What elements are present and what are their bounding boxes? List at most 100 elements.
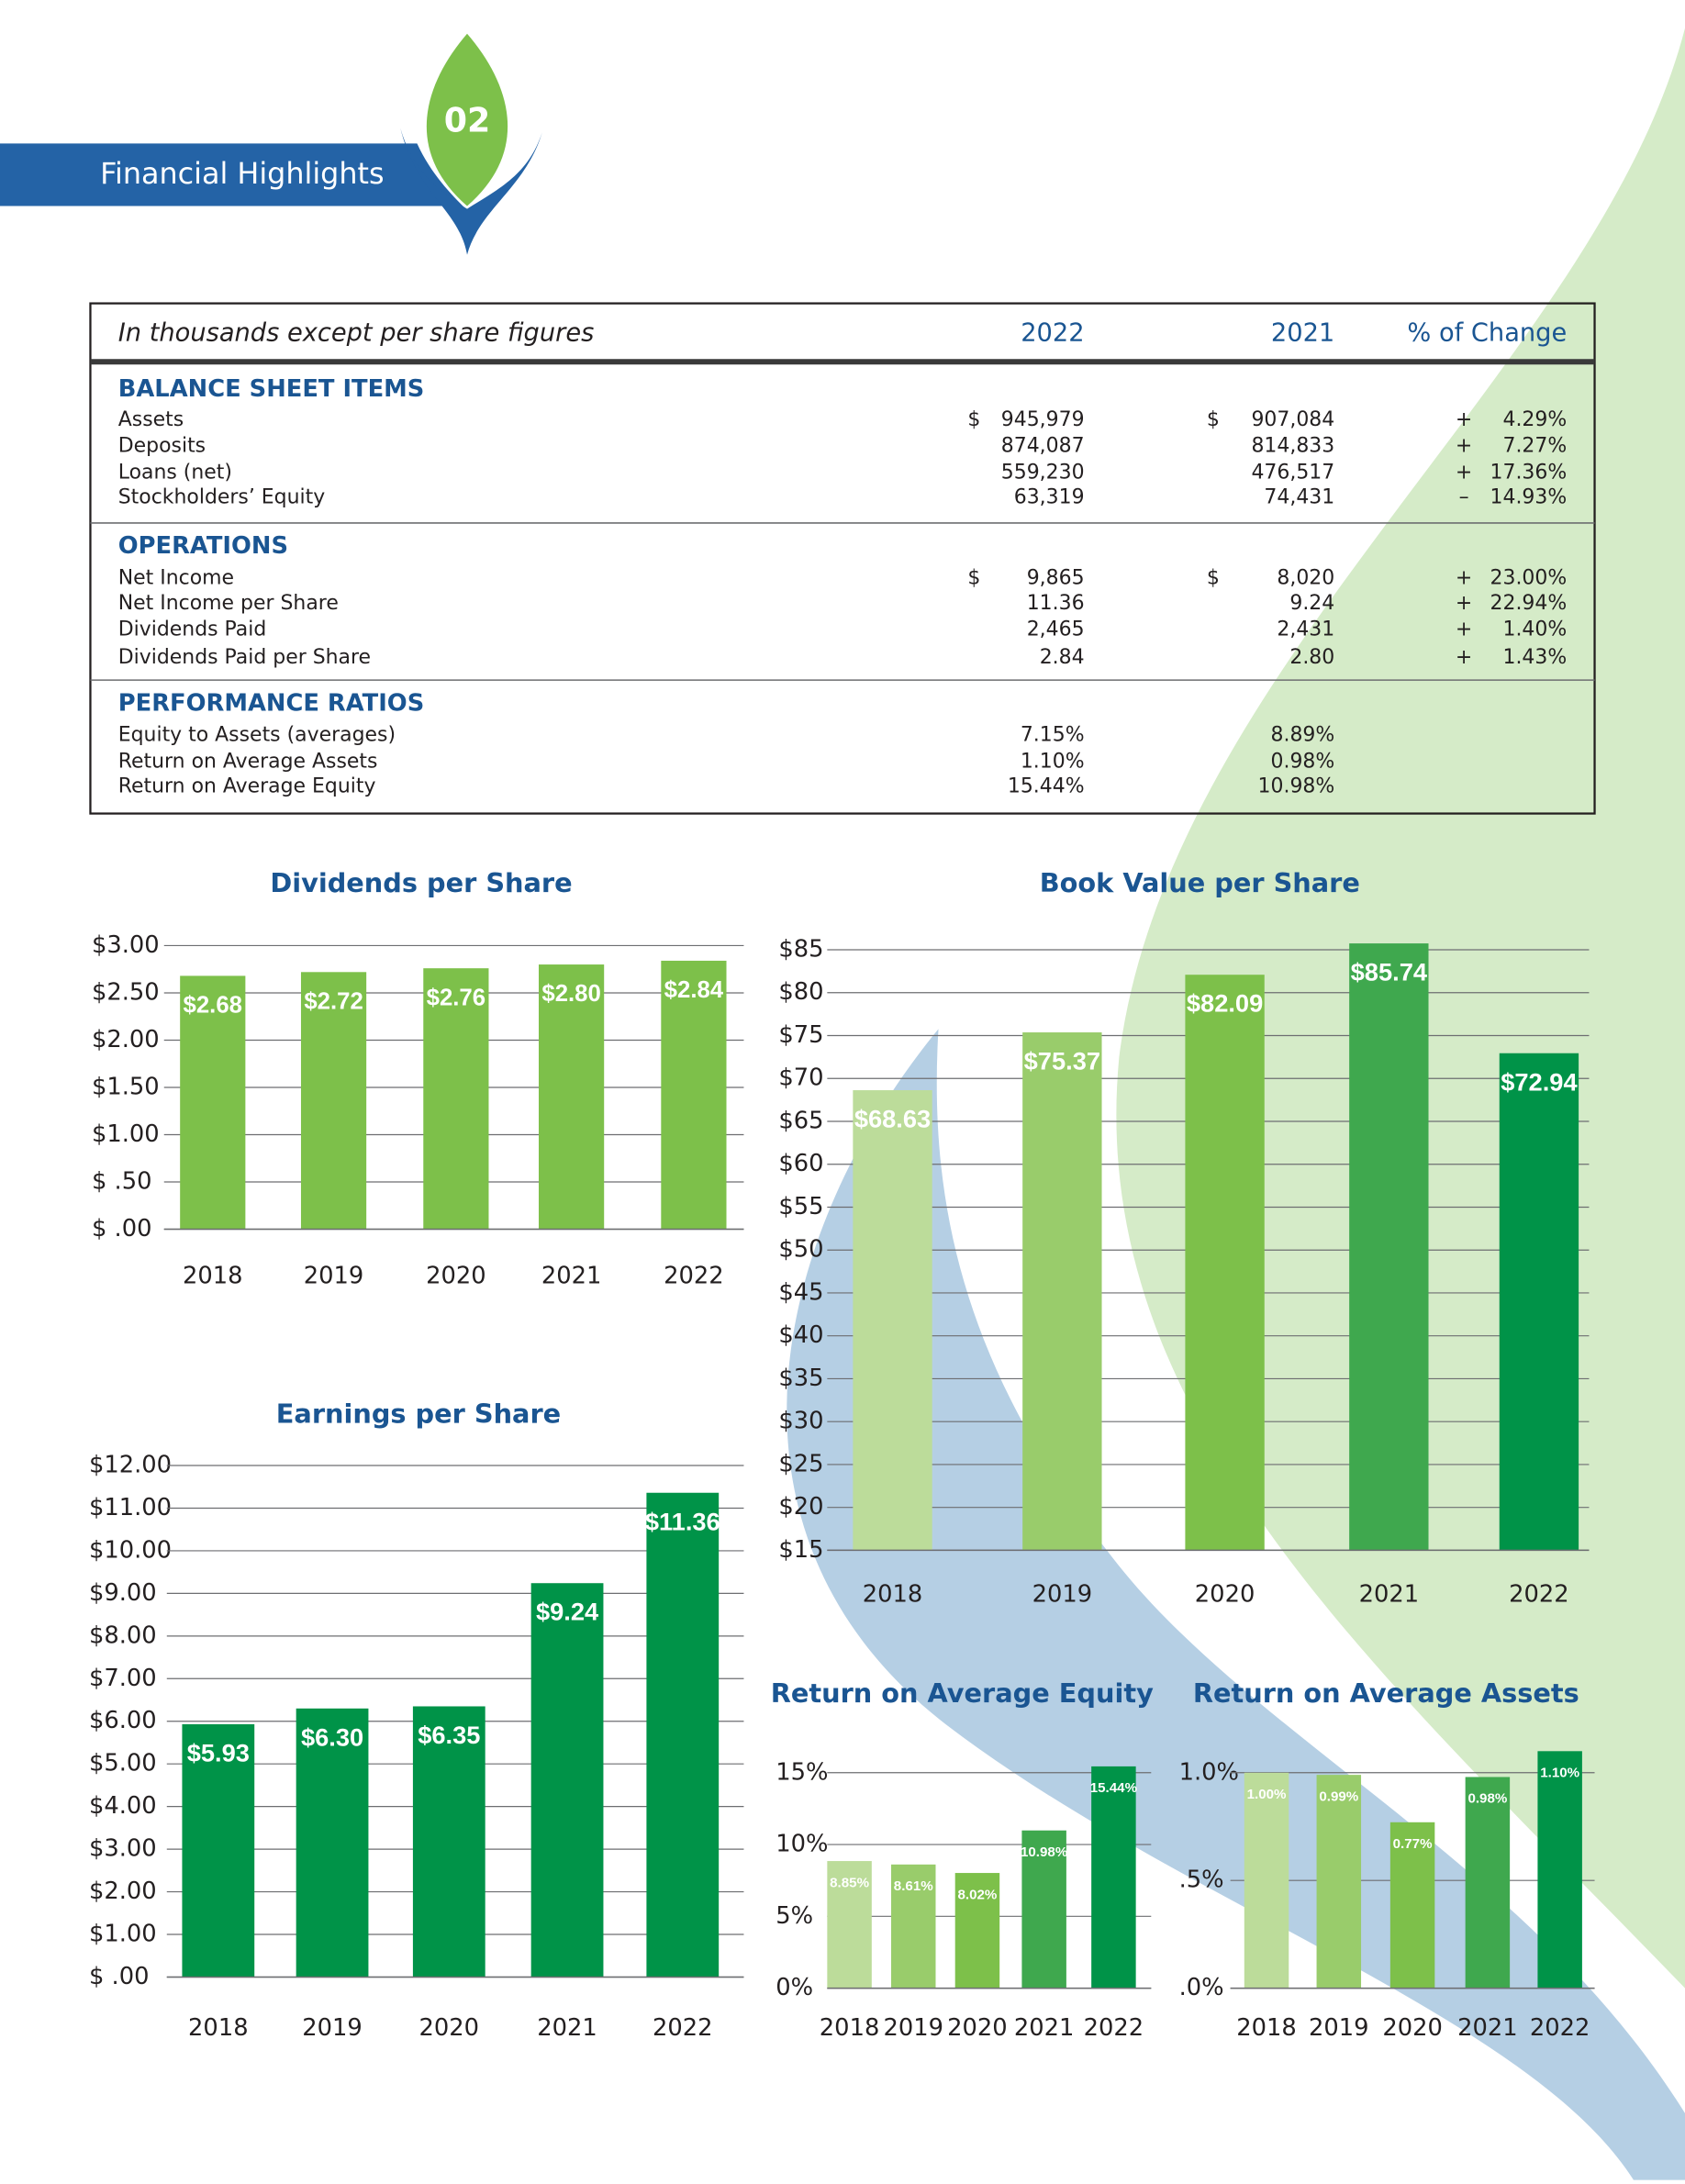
value-label: 8.85% <box>830 1875 869 1890</box>
chart-title: Book Value per Share <box>1040 867 1360 898</box>
y-tick-label: $ .50 <box>92 1167 152 1195</box>
change-sign: – <box>1459 486 1469 509</box>
y-tick-label: 10% <box>776 1831 828 1858</box>
value-label: $6.30 <box>301 1722 363 1751</box>
value-label: $5.93 <box>187 1739 250 1767</box>
column-header: % of Change <box>1407 318 1567 347</box>
bar <box>1185 975 1265 1551</box>
row-label: Net Income per Share <box>118 592 339 615</box>
value-2022: 63,319 <box>1014 486 1085 509</box>
bar <box>827 1861 872 1989</box>
chart-title: Dividends per Share <box>270 867 572 898</box>
value-label: $2.72 <box>304 988 363 1014</box>
value-2022: 945,979 <box>1001 408 1085 431</box>
value-label: 0.99% <box>1319 1788 1358 1804</box>
value-label: $9.24 <box>536 1598 599 1626</box>
table: In thousands except per share figures 20… <box>89 302 1596 815</box>
y-tick-label: 1.0% <box>1179 1758 1239 1786</box>
y-tick-label: $11.00 <box>89 1494 172 1521</box>
bar <box>412 1706 485 1978</box>
header: 02 Financial Highlights <box>0 33 542 255</box>
chart: Return on Average Equity 0% 5% 10% 15% 8.85% 2… <box>771 1677 1154 2042</box>
bar <box>1316 1775 1362 1989</box>
x-tick-label: 2019 <box>304 1262 364 1289</box>
value-2022: 7.15% <box>1021 724 1085 747</box>
y-tick-label: $3.00 <box>92 931 160 959</box>
change: 7.27% <box>1502 435 1567 458</box>
bar <box>1499 1053 1579 1551</box>
change: 4.29% <box>1502 408 1567 431</box>
value-label: $75.37 <box>1024 1047 1100 1075</box>
value-label: 1.00% <box>1247 1787 1287 1802</box>
change-sign: + <box>1456 567 1472 590</box>
header-band <box>0 143 466 209</box>
y-tick-label: .0% <box>1179 1974 1224 2001</box>
y-tick-label: $35 <box>778 1365 823 1392</box>
value-label: $2.84 <box>664 977 724 1003</box>
change: 22.94% <box>1490 592 1568 615</box>
y-tick-label: $12.00 <box>89 1452 172 1479</box>
value-label: $72.94 <box>1501 1067 1578 1096</box>
chart: Return on Average Assets .0% .5% 1.0% 1.00% 2… <box>1179 1677 1595 2042</box>
value-2021: 2,431 <box>1277 618 1334 641</box>
bar <box>539 964 605 1230</box>
y-tick-label: 5% <box>776 1902 813 1930</box>
value-2021: 10.98% <box>1258 775 1335 798</box>
value-2022: 2,465 <box>1027 618 1085 641</box>
chart: Dividends per Share $ .00 $ .50 $1.00 $1.50 $… <box>92 867 744 1289</box>
change: 1.40% <box>1502 618 1567 641</box>
bar <box>1465 1777 1511 1989</box>
value-2022: 874,087 <box>1001 435 1085 458</box>
x-tick-label: 2021 <box>537 2014 597 2042</box>
table-frame <box>89 302 1596 815</box>
y-tick-label: $1.00 <box>89 1921 157 1948</box>
y-tick-label: $15 <box>778 1536 823 1564</box>
bar <box>661 960 727 1230</box>
row-label: Dividends Paid <box>118 618 267 641</box>
row-label: Deposits <box>118 435 206 458</box>
bar <box>1389 1822 1435 1989</box>
change: 14.93% <box>1490 486 1568 509</box>
change: 23.00% <box>1490 567 1568 590</box>
value-label: 15.44% <box>1090 1780 1138 1796</box>
change-sign: + <box>1456 435 1472 458</box>
bar <box>891 1864 936 1989</box>
x-tick-label: 2021 <box>1359 1580 1420 1608</box>
y-tick-label: $10.00 <box>89 1536 172 1564</box>
value-2021: 2.80 <box>1289 646 1334 669</box>
bar <box>182 1723 255 1978</box>
value-2021: 9.24 <box>1289 592 1334 615</box>
x-tick-label: 2022 <box>1530 2014 1590 2042</box>
change-sign: + <box>1456 618 1472 641</box>
value-2021: 0.98% <box>1271 750 1335 773</box>
y-tick-label: $7.00 <box>89 1665 157 1692</box>
y-tick-label: $65 <box>778 1107 823 1134</box>
change-sign: + <box>1456 461 1472 484</box>
chart-title: Earnings per Share <box>276 1398 561 1429</box>
row-label: Assets <box>118 408 184 431</box>
change-sign: + <box>1456 408 1472 431</box>
value-2021: 814,833 <box>1251 435 1334 458</box>
value-label: $2.80 <box>541 981 600 1007</box>
column-header: 2021 <box>1271 318 1334 347</box>
bar <box>1537 1751 1582 1989</box>
value-2022: 559,230 <box>1001 461 1085 484</box>
section-title: BALANCE SHEET ITEMS <box>118 375 425 403</box>
y-tick-label: 0% <box>776 1974 813 2001</box>
y-tick-label: $50 <box>778 1236 823 1264</box>
y-tick-label: $2.00 <box>89 1878 157 1905</box>
x-tick-label: 2018 <box>1236 2014 1297 2042</box>
bar <box>296 1708 369 1978</box>
x-tick-label: 2021 <box>1457 2014 1518 2042</box>
bar <box>1349 943 1429 1551</box>
y-tick-label: $20 <box>778 1493 823 1521</box>
x-tick-label: 2022 <box>1084 2014 1144 2042</box>
value-label: 0.98% <box>1467 1791 1507 1807</box>
y-tick-label: $4.00 <box>89 1792 157 1820</box>
value-2022: 2.84 <box>1040 646 1085 669</box>
change: 1.43% <box>1502 646 1567 669</box>
y-tick-label: $80 <box>778 978 823 1006</box>
value-2021: 907,084 <box>1251 408 1334 431</box>
x-tick-label: 2018 <box>183 1262 243 1289</box>
y-tick-label: $85 <box>778 936 823 964</box>
